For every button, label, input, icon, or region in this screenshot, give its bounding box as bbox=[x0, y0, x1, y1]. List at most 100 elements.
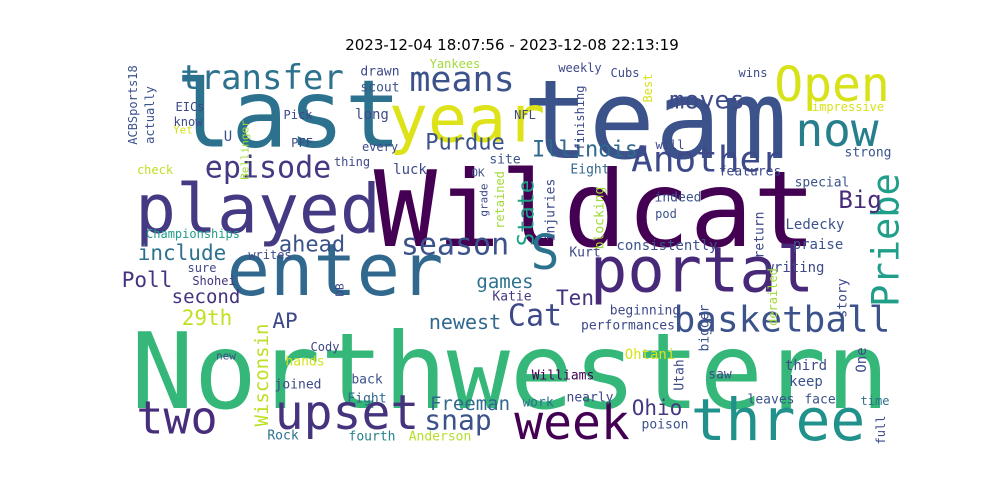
word: impressive bbox=[812, 100, 884, 114]
word: episode bbox=[205, 151, 331, 186]
word: enter bbox=[227, 228, 444, 312]
word: EICs bbox=[176, 100, 205, 114]
word: beginning bbox=[610, 304, 680, 319]
word: third bbox=[785, 358, 827, 374]
word: ACBSports18 bbox=[126, 65, 140, 144]
word: games bbox=[476, 271, 533, 293]
word: performances bbox=[581, 319, 675, 334]
word: saw bbox=[708, 368, 732, 383]
word: OK bbox=[471, 167, 485, 180]
word: Illinois bbox=[532, 138, 638, 163]
word: Cat bbox=[508, 299, 562, 334]
word: Kurt bbox=[569, 246, 600, 261]
word: 29th bbox=[182, 306, 233, 330]
word: finishing bbox=[573, 85, 587, 150]
word: Eight bbox=[570, 163, 609, 178]
word: poison bbox=[642, 418, 689, 433]
word: U bbox=[224, 129, 232, 145]
word: S bbox=[531, 225, 560, 281]
word: Purdue bbox=[425, 131, 504, 156]
word: means bbox=[409, 60, 514, 100]
word: Championships bbox=[146, 227, 240, 241]
word: retained bbox=[493, 171, 507, 229]
word: story bbox=[836, 278, 851, 317]
word: Anderson bbox=[409, 430, 472, 445]
word: AP bbox=[272, 309, 297, 333]
word: newest bbox=[429, 310, 501, 334]
word: week bbox=[514, 395, 630, 451]
word: second bbox=[172, 286, 241, 308]
word: writes bbox=[248, 248, 291, 262]
word: Yet bbox=[173, 124, 193, 137]
word: played bbox=[135, 171, 381, 250]
word: actually bbox=[143, 86, 157, 144]
word: grade bbox=[478, 183, 491, 216]
word: work bbox=[522, 396, 553, 411]
word: team bbox=[523, 56, 788, 184]
word: ahead bbox=[279, 233, 345, 258]
word: Ohtani bbox=[625, 347, 676, 363]
word: PFF bbox=[291, 136, 313, 150]
word: Wildcat bbox=[374, 149, 817, 271]
word: upset bbox=[275, 385, 420, 441]
word: Williams bbox=[532, 369, 595, 384]
word: sure bbox=[188, 261, 217, 275]
word: Ohio bbox=[632, 396, 683, 420]
word: Yankees bbox=[430, 57, 481, 71]
word: two bbox=[136, 392, 217, 445]
word: last bbox=[175, 61, 401, 170]
word: Big bbox=[838, 186, 881, 214]
word: Wisconsin bbox=[251, 324, 273, 427]
word: site bbox=[489, 153, 520, 168]
word: Shohei bbox=[192, 274, 235, 288]
word: bigger bbox=[698, 304, 713, 351]
word: joined bbox=[275, 378, 322, 393]
word: back bbox=[351, 373, 382, 388]
word: fourth bbox=[349, 430, 396, 445]
word: scout bbox=[360, 81, 399, 96]
word: long bbox=[355, 107, 389, 123]
word: hands bbox=[285, 355, 324, 370]
word: new bbox=[216, 350, 236, 363]
word: season bbox=[401, 228, 509, 263]
word: Another bbox=[631, 140, 783, 181]
word: NFL bbox=[514, 108, 536, 122]
word: Fight bbox=[347, 392, 386, 407]
word: indeed bbox=[655, 191, 702, 206]
word: Open bbox=[774, 57, 890, 113]
word: Katie bbox=[492, 290, 531, 305]
word: praise bbox=[793, 237, 844, 253]
word: now bbox=[795, 103, 878, 157]
word: include bbox=[138, 241, 227, 265]
word: Bellinger bbox=[239, 120, 252, 180]
word: check bbox=[137, 163, 174, 177]
word: nearly bbox=[567, 391, 614, 406]
word: Cubs bbox=[611, 66, 640, 80]
word: Best bbox=[641, 74, 655, 103]
word: moves bbox=[669, 86, 744, 115]
word: portal bbox=[590, 234, 814, 307]
word: snap bbox=[424, 404, 491, 437]
word: keep bbox=[789, 374, 823, 390]
word: will bbox=[656, 138, 685, 152]
word: Rock bbox=[267, 429, 298, 444]
word: weekly bbox=[558, 61, 601, 75]
word: Cody bbox=[311, 340, 340, 354]
word: writing bbox=[765, 260, 824, 276]
word: strong bbox=[845, 146, 892, 161]
word: every bbox=[362, 140, 398, 154]
word: blocking bbox=[593, 187, 608, 250]
word: One bbox=[854, 347, 870, 372]
word: Freeman bbox=[430, 393, 510, 415]
word: basketball bbox=[674, 300, 891, 341]
word: injuries bbox=[544, 179, 559, 242]
word: Ledecky bbox=[785, 217, 844, 233]
word: Pick bbox=[284, 108, 314, 122]
word: face bbox=[804, 393, 835, 408]
word: time bbox=[861, 394, 890, 408]
title: 2023-12-04 18:07:56 - 2023-12-08 22:13:1… bbox=[345, 36, 679, 54]
word: Priebe bbox=[865, 173, 908, 307]
word: drawn bbox=[360, 65, 399, 80]
word: leaves bbox=[748, 393, 795, 408]
word: transfer bbox=[180, 58, 344, 98]
